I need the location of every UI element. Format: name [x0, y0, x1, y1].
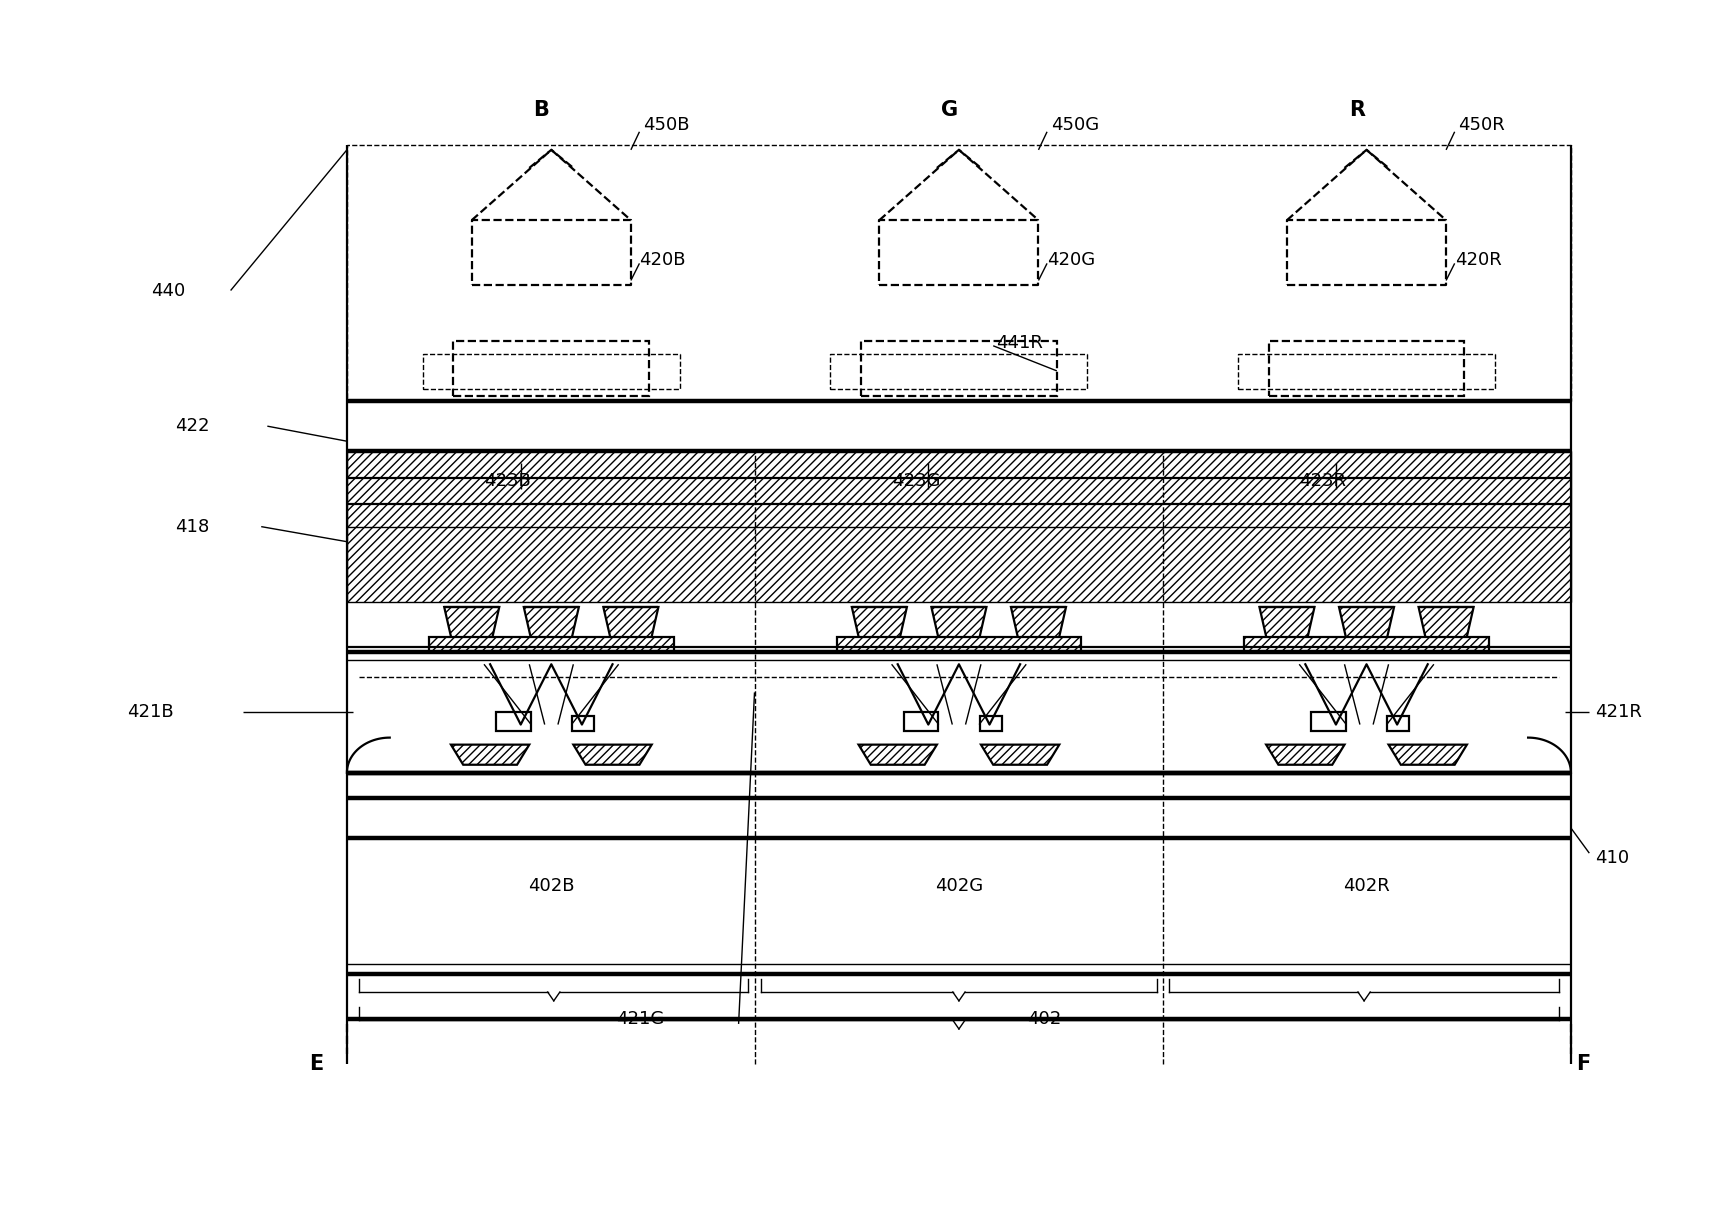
- Text: 441R: 441R: [995, 334, 1042, 352]
- Text: 402B: 402B: [529, 877, 575, 895]
- Text: 410: 410: [1595, 849, 1629, 867]
- Bar: [496, 713, 530, 731]
- Bar: [830, 353, 1088, 388]
- Polygon shape: [1340, 607, 1395, 647]
- Bar: [861, 341, 1057, 396]
- Text: 423R: 423R: [1298, 472, 1347, 490]
- Text: 423G: 423G: [892, 472, 940, 490]
- Polygon shape: [603, 607, 658, 647]
- Bar: [424, 353, 680, 388]
- Text: B: B: [534, 100, 549, 120]
- Text: 402: 402: [1028, 1010, 1062, 1028]
- Polygon shape: [982, 744, 1059, 765]
- Polygon shape: [852, 607, 907, 647]
- Bar: [346, 144, 1570, 401]
- Text: 422: 422: [176, 418, 210, 435]
- Polygon shape: [1011, 607, 1066, 647]
- Bar: [453, 341, 649, 396]
- Text: 421G: 421G: [616, 1010, 665, 1028]
- Polygon shape: [573, 744, 651, 765]
- Polygon shape: [1259, 607, 1314, 647]
- Polygon shape: [932, 607, 987, 647]
- Text: 450R: 450R: [1459, 115, 1505, 134]
- Text: G: G: [940, 100, 957, 120]
- Text: 450G: 450G: [1050, 115, 1099, 134]
- Polygon shape: [451, 744, 529, 765]
- Bar: [1243, 637, 1490, 652]
- Text: 421B: 421B: [127, 703, 174, 721]
- Polygon shape: [1388, 744, 1467, 765]
- Polygon shape: [1266, 744, 1345, 765]
- Polygon shape: [859, 744, 937, 765]
- Polygon shape: [523, 607, 579, 647]
- Bar: [904, 713, 938, 731]
- Bar: [572, 715, 594, 731]
- Polygon shape: [1419, 607, 1474, 647]
- Text: 423B: 423B: [484, 472, 530, 490]
- Polygon shape: [444, 607, 499, 647]
- Text: 420R: 420R: [1455, 251, 1502, 270]
- Text: 420B: 420B: [639, 251, 685, 270]
- Bar: [837, 637, 1081, 652]
- Text: R: R: [1348, 100, 1366, 120]
- Text: 402G: 402G: [935, 877, 983, 895]
- Text: 402R: 402R: [1343, 877, 1390, 895]
- Bar: [346, 452, 1570, 602]
- Text: 420G: 420G: [1047, 251, 1095, 270]
- Bar: [1312, 713, 1345, 731]
- Text: E: E: [310, 1054, 324, 1074]
- Text: F: F: [1576, 1054, 1591, 1074]
- Bar: [429, 637, 673, 652]
- Bar: [837, 637, 1081, 652]
- Bar: [1388, 715, 1409, 731]
- Text: 421R: 421R: [1595, 703, 1643, 721]
- Text: 440: 440: [152, 282, 186, 300]
- Bar: [1243, 637, 1490, 652]
- Bar: [1238, 353, 1495, 388]
- Bar: [429, 637, 673, 652]
- Text: 450B: 450B: [642, 115, 689, 134]
- Text: 418: 418: [176, 517, 210, 535]
- Bar: [1269, 341, 1464, 396]
- Bar: [980, 715, 1002, 731]
